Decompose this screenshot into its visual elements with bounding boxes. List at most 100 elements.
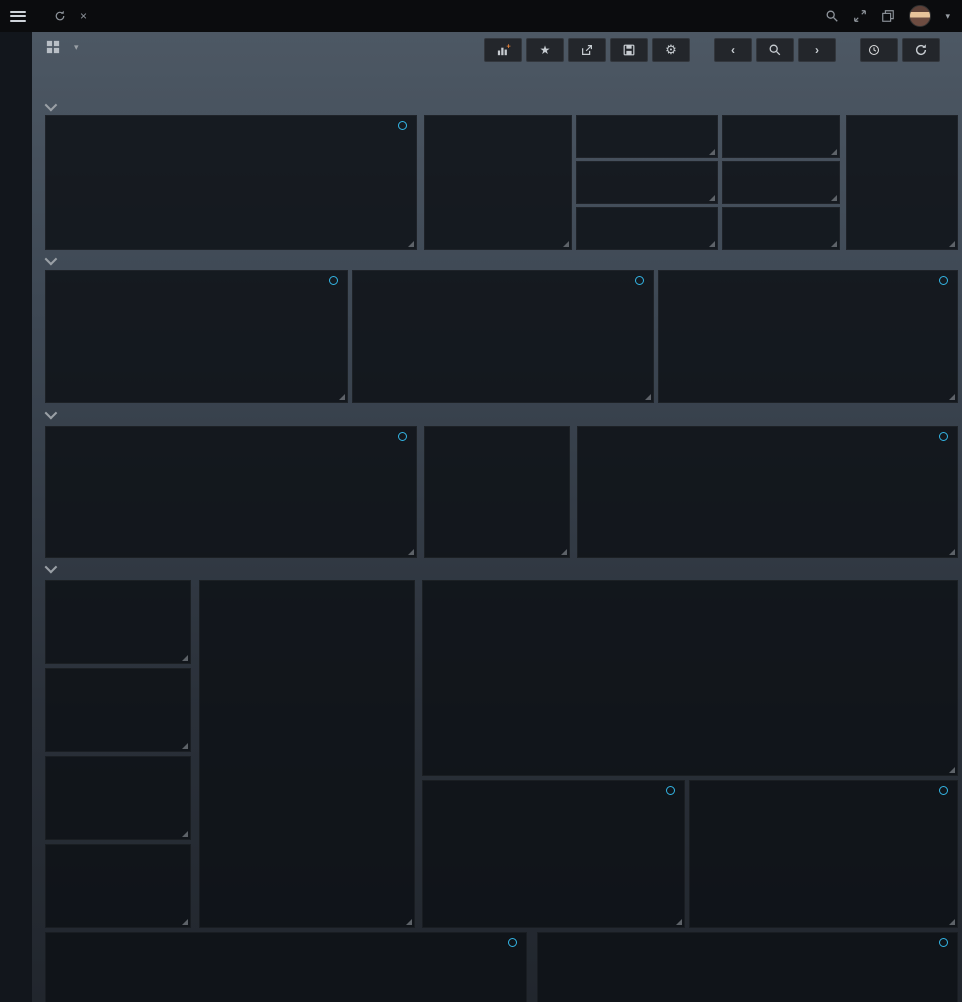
panel-title[interactable] bbox=[578, 427, 957, 447]
chevron-down-icon bbox=[44, 406, 58, 420]
star-button[interactable]: ★ bbox=[526, 38, 564, 62]
panel-title[interactable] bbox=[577, 116, 717, 134]
refresh-button[interactable] bbox=[902, 38, 940, 62]
panel-array-read bbox=[45, 932, 527, 1002]
panel-data-growth-week bbox=[45, 668, 191, 752]
drive-temperatures-graph[interactable] bbox=[423, 597, 789, 773]
dashboard-header[interactable]: ▾ bbox=[46, 40, 79, 54]
array-write-graph[interactable] bbox=[538, 953, 824, 1002]
time-range-badge[interactable] bbox=[939, 432, 951, 441]
panel-memory bbox=[577, 426, 958, 558]
panel-title[interactable] bbox=[723, 208, 839, 226]
fullscreen-icon[interactable] bbox=[853, 9, 867, 23]
time-range-badge[interactable] bbox=[939, 938, 951, 947]
section-disks[interactable] bbox=[44, 560, 60, 574]
panel-cache-write bbox=[689, 780, 958, 928]
panel-title[interactable] bbox=[847, 116, 957, 134]
network-graph[interactable] bbox=[46, 447, 416, 519]
chevron-down-icon bbox=[44, 98, 58, 112]
panel-ups-battery bbox=[424, 115, 572, 250]
app-sidebar bbox=[0, 32, 32, 1002]
search-icon[interactable] bbox=[825, 9, 839, 23]
time-range-badge[interactable] bbox=[398, 121, 410, 130]
panel-average-daily-cost bbox=[722, 207, 840, 250]
growth-year-sparkline bbox=[47, 875, 189, 927]
svg-text:+: + bbox=[506, 43, 511, 51]
panel-title[interactable] bbox=[46, 669, 190, 687]
panel-this-years-cost bbox=[722, 115, 840, 158]
time-range-badge[interactable] bbox=[508, 938, 520, 947]
dashboard-settings-button[interactable]: ⚙ bbox=[652, 38, 690, 62]
panel-cpu-package bbox=[352, 270, 654, 403]
time-forward-button[interactable]: › bbox=[798, 38, 836, 62]
panel-current-load-kwh bbox=[576, 207, 718, 250]
panel-title[interactable] bbox=[690, 781, 957, 801]
panel-title[interactable] bbox=[46, 845, 190, 863]
add-panel-button[interactable]: + bbox=[484, 38, 522, 62]
chevron-down-icon bbox=[44, 560, 58, 574]
save-button[interactable] bbox=[610, 38, 648, 62]
time-back-button[interactable]: ‹ bbox=[714, 38, 752, 62]
cpu1-graph[interactable] bbox=[46, 291, 347, 365]
growth-month-sparkline bbox=[47, 787, 189, 839]
time-range-badge[interactable] bbox=[398, 432, 410, 441]
zoom-out-button[interactable] bbox=[756, 38, 794, 62]
ups-load-graph[interactable] bbox=[46, 136, 416, 232]
panel-title[interactable] bbox=[723, 162, 839, 180]
dashboard-content: ▾ + ★ ⚙ ‹ › bbox=[32, 32, 962, 1002]
time-range-badge[interactable] bbox=[939, 276, 951, 285]
time-range-badge[interactable] bbox=[635, 276, 647, 285]
cpu-package-graph[interactable] bbox=[353, 291, 653, 365]
battery-gauge[interactable] bbox=[425, 136, 571, 248]
time-range-badge[interactable] bbox=[939, 786, 951, 795]
tab-close-icon[interactable]: × bbox=[80, 9, 88, 23]
user-avatar[interactable] bbox=[909, 5, 932, 27]
panel-title[interactable] bbox=[425, 427, 569, 447]
panel-cpu1 bbox=[45, 270, 348, 403]
section-cpu-stats[interactable] bbox=[44, 252, 60, 266]
panel-title[interactable] bbox=[723, 116, 839, 134]
panel-array-write bbox=[537, 932, 958, 1002]
time-range-badge[interactable] bbox=[666, 786, 678, 795]
panel-uptime bbox=[424, 426, 570, 558]
panel-title[interactable] bbox=[46, 116, 416, 136]
panel-storage-consumption bbox=[199, 580, 415, 928]
panel-title[interactable] bbox=[425, 116, 571, 136]
panel-title[interactable] bbox=[46, 427, 416, 447]
top-navbar: × ▾ bbox=[0, 0, 962, 32]
windows-icon[interactable] bbox=[881, 9, 895, 23]
panel-ups-load bbox=[45, 115, 417, 250]
ups-vs-time-bars[interactable] bbox=[847, 134, 957, 248]
panel-title[interactable] bbox=[577, 208, 717, 226]
panel-ups-runtime bbox=[576, 115, 718, 158]
menu-icon[interactable] bbox=[10, 10, 26, 22]
panel-title[interactable] bbox=[46, 757, 190, 775]
dashboard-grid-icon bbox=[46, 40, 60, 54]
share-button[interactable] bbox=[568, 38, 606, 62]
panel-title[interactable] bbox=[46, 933, 526, 953]
section-ups-stats[interactable] bbox=[44, 98, 60, 112]
panel-title[interactable] bbox=[577, 162, 717, 180]
array-read-graph[interactable] bbox=[46, 953, 380, 1002]
panel-title[interactable] bbox=[46, 581, 190, 599]
panel-title[interactable] bbox=[538, 933, 957, 953]
cache-write-graph[interactable] bbox=[690, 801, 957, 909]
memory-graph[interactable] bbox=[578, 447, 806, 555]
section-network-memory[interactable] bbox=[44, 406, 60, 420]
panel-title[interactable] bbox=[659, 271, 957, 291]
panel-network bbox=[45, 426, 417, 558]
time-range-badge[interactable] bbox=[329, 276, 341, 285]
panel-title[interactable] bbox=[46, 271, 347, 291]
cpu2-graph[interactable] bbox=[659, 291, 957, 365]
panel-cache-read bbox=[422, 780, 685, 928]
panel-current-ups-load bbox=[576, 161, 718, 204]
panel-title[interactable] bbox=[423, 781, 684, 801]
time-range-picker[interactable] bbox=[860, 38, 898, 62]
user-menu[interactable]: ▾ bbox=[945, 11, 950, 21]
dashboard-toolbar: + ★ ⚙ ‹ › bbox=[484, 38, 940, 62]
tab-refresh-icon[interactable] bbox=[54, 10, 66, 22]
panel-title[interactable] bbox=[353, 271, 653, 291]
panel-estimated-yearly-cost bbox=[722, 161, 840, 204]
cache-read-graph[interactable] bbox=[423, 801, 684, 909]
panel-title[interactable] bbox=[200, 581, 414, 599]
